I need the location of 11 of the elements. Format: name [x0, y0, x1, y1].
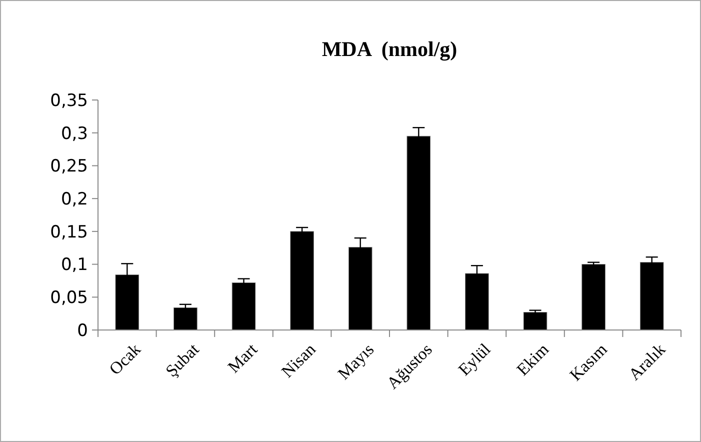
- y-tick-label: 0,3: [60, 124, 88, 144]
- y-tick-label: 0,15: [50, 222, 88, 242]
- y-tick-label: 0,1: [60, 255, 88, 276]
- y-tick-label: 0,05: [50, 288, 88, 308]
- x-tick-label: Mart: [224, 340, 262, 377]
- y-tick-label: 0,25: [50, 156, 88, 177]
- x-tick-label: Ocak: [106, 339, 145, 379]
- y-tick-label: 0,2: [60, 190, 88, 210]
- y-tick-label: 0,35: [50, 90, 88, 111]
- chart-title: MDA (nmol/g): [322, 37, 458, 61]
- y-tick-label: 0: [77, 320, 88, 341]
